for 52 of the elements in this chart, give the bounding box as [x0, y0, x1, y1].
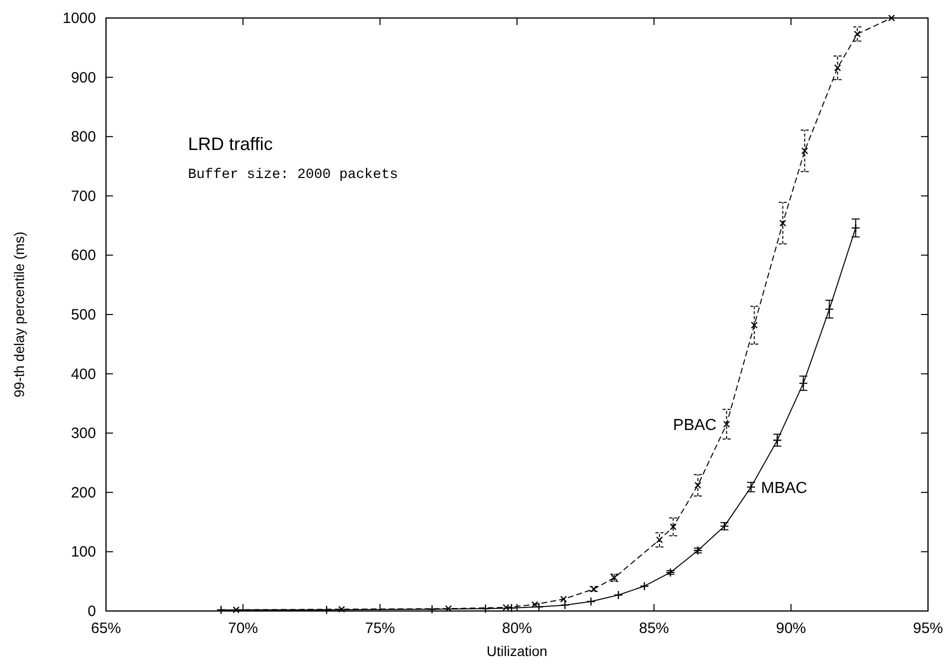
y-tick-label: 700 [70, 188, 96, 205]
y-tick-label: 200 [70, 484, 96, 502]
point [502, 604, 510, 611]
point [670, 523, 677, 530]
y-tick-label: 500 [70, 306, 96, 324]
x-tick-label: 75% [364, 620, 396, 637]
point [640, 581, 650, 591]
series-label: MBAC [760, 480, 808, 498]
y-tick-label: 900 [70, 69, 96, 86]
x-tick-label: 95% [912, 620, 944, 637]
point [445, 605, 452, 612]
x-tick-label: 70% [228, 620, 258, 637]
x-axis-title: Utilization [486, 643, 548, 659]
point [824, 304, 834, 314]
y-tick-label: 1000 [62, 10, 96, 27]
point [338, 606, 346, 613]
point [232, 606, 240, 614]
x-tick-label: 90% [776, 620, 806, 637]
point [779, 220, 786, 227]
point [656, 536, 663, 544]
point [534, 602, 544, 612]
point [801, 147, 808, 154]
y-axis-title: 99-th delay percentile (ms) [11, 232, 27, 398]
y-tick-label: 0 [88, 603, 96, 620]
y-tick-label: 300 [70, 425, 96, 442]
x-tick-label: 65% [90, 620, 122, 637]
point [834, 64, 842, 72]
y-tick-label: 600 [70, 247, 96, 264]
point [694, 482, 702, 489]
point [322, 605, 332, 614]
point [851, 223, 860, 233]
y-tick-label: 800 [70, 128, 96, 146]
point [427, 604, 437, 614]
annotation: Buffer size: 2000 packets [188, 167, 398, 183]
x-tick-label: 85% [638, 620, 670, 637]
point [506, 603, 516, 613]
point [480, 604, 490, 614]
point [586, 596, 596, 606]
point [693, 546, 702, 556]
annotation: LRD traffic [188, 134, 273, 154]
point [723, 420, 730, 428]
y-tick-label: 100 [70, 544, 96, 561]
point [854, 30, 861, 38]
point [614, 590, 623, 600]
y-tick-label: 400 [70, 366, 96, 383]
series-label: PBAC [673, 417, 717, 434]
point [798, 378, 808, 388]
x-tick-label: 80% [502, 620, 532, 637]
point [888, 14, 895, 22]
point [216, 605, 226, 614]
point [750, 322, 758, 329]
point [666, 568, 676, 578]
